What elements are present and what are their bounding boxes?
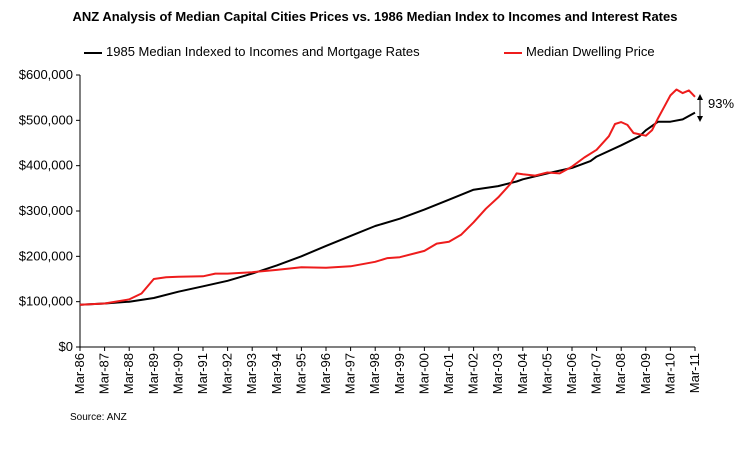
chart-title: ANZ Analysis of Median Capital Cities Pr… (72, 9, 678, 24)
legend-swatch-dwelling (504, 51, 522, 54)
x-tick-label: Mar-92 (220, 353, 235, 394)
x-tick-label: Mar-87 (97, 353, 112, 394)
legend-item-indexed: 1985 Median Indexed to Incomes and Mortg… (84, 44, 420, 59)
x-tick-label: Mar-09 (638, 353, 653, 394)
x-tick-label: Mar-95 (293, 353, 308, 394)
x-tick-label: Mar-11 (687, 353, 702, 393)
y-tick-label: $300,000 (19, 203, 73, 218)
y-tick-label: $200,000 (19, 248, 73, 263)
x-tick-label: Mar-08 (613, 353, 628, 394)
legend-item-dwelling: Median Dwelling Price (504, 44, 655, 59)
y-tick-label: $100,000 (19, 294, 73, 309)
y-tick-label: $600,000 (19, 67, 73, 82)
series-line-indexed (79, 111, 696, 306)
legend-swatch-indexed (84, 51, 102, 54)
x-tick-label: Mar-06 (564, 353, 579, 394)
y-tick-label: $500,000 (19, 112, 73, 127)
source-note: Source: ANZ (70, 412, 127, 423)
x-tick-label: Mar-10 (662, 353, 677, 394)
x-tick-label: Mar-94 (269, 353, 284, 394)
x-tick-label: Mar-89 (146, 353, 161, 394)
x-tick-label: Mar-00 (416, 353, 431, 394)
x-tick-label: Mar-03 (490, 353, 505, 394)
x-tick-label: Mar-98 (367, 353, 382, 394)
y-tick-label: $0 (59, 339, 73, 354)
x-tick-label: Mar-97 (343, 353, 358, 394)
annotation-arrowhead-down (697, 116, 703, 122)
x-tick-label: Mar-88 (121, 353, 136, 394)
x-tick-label: Mar-04 (515, 353, 530, 394)
x-tick-label: Mar-02 (466, 353, 481, 394)
annotation-label: 93% (708, 96, 734, 111)
x-tick-label: Mar-90 (170, 353, 185, 394)
legend-label-indexed: 1985 Median Indexed to Incomes and Mortg… (106, 44, 420, 59)
annotation-arrowhead-up (697, 94, 703, 100)
y-tick-label: $400,000 (19, 158, 73, 173)
series-line-dwelling (79, 88, 696, 306)
x-tick-label: Mar-91 (195, 353, 210, 394)
x-tick-label: Mar-86 (72, 353, 87, 394)
x-tick-label: Mar-99 (392, 353, 407, 394)
x-tick-label: Mar-05 (539, 353, 554, 394)
x-tick-label: Mar-07 (589, 353, 604, 394)
legend-label-dwelling: Median Dwelling Price (526, 44, 655, 59)
x-tick-label: Mar-93 (244, 353, 259, 394)
x-tick-label: Mar-96 (318, 353, 333, 394)
x-tick-label: Mar-01 (441, 353, 456, 394)
